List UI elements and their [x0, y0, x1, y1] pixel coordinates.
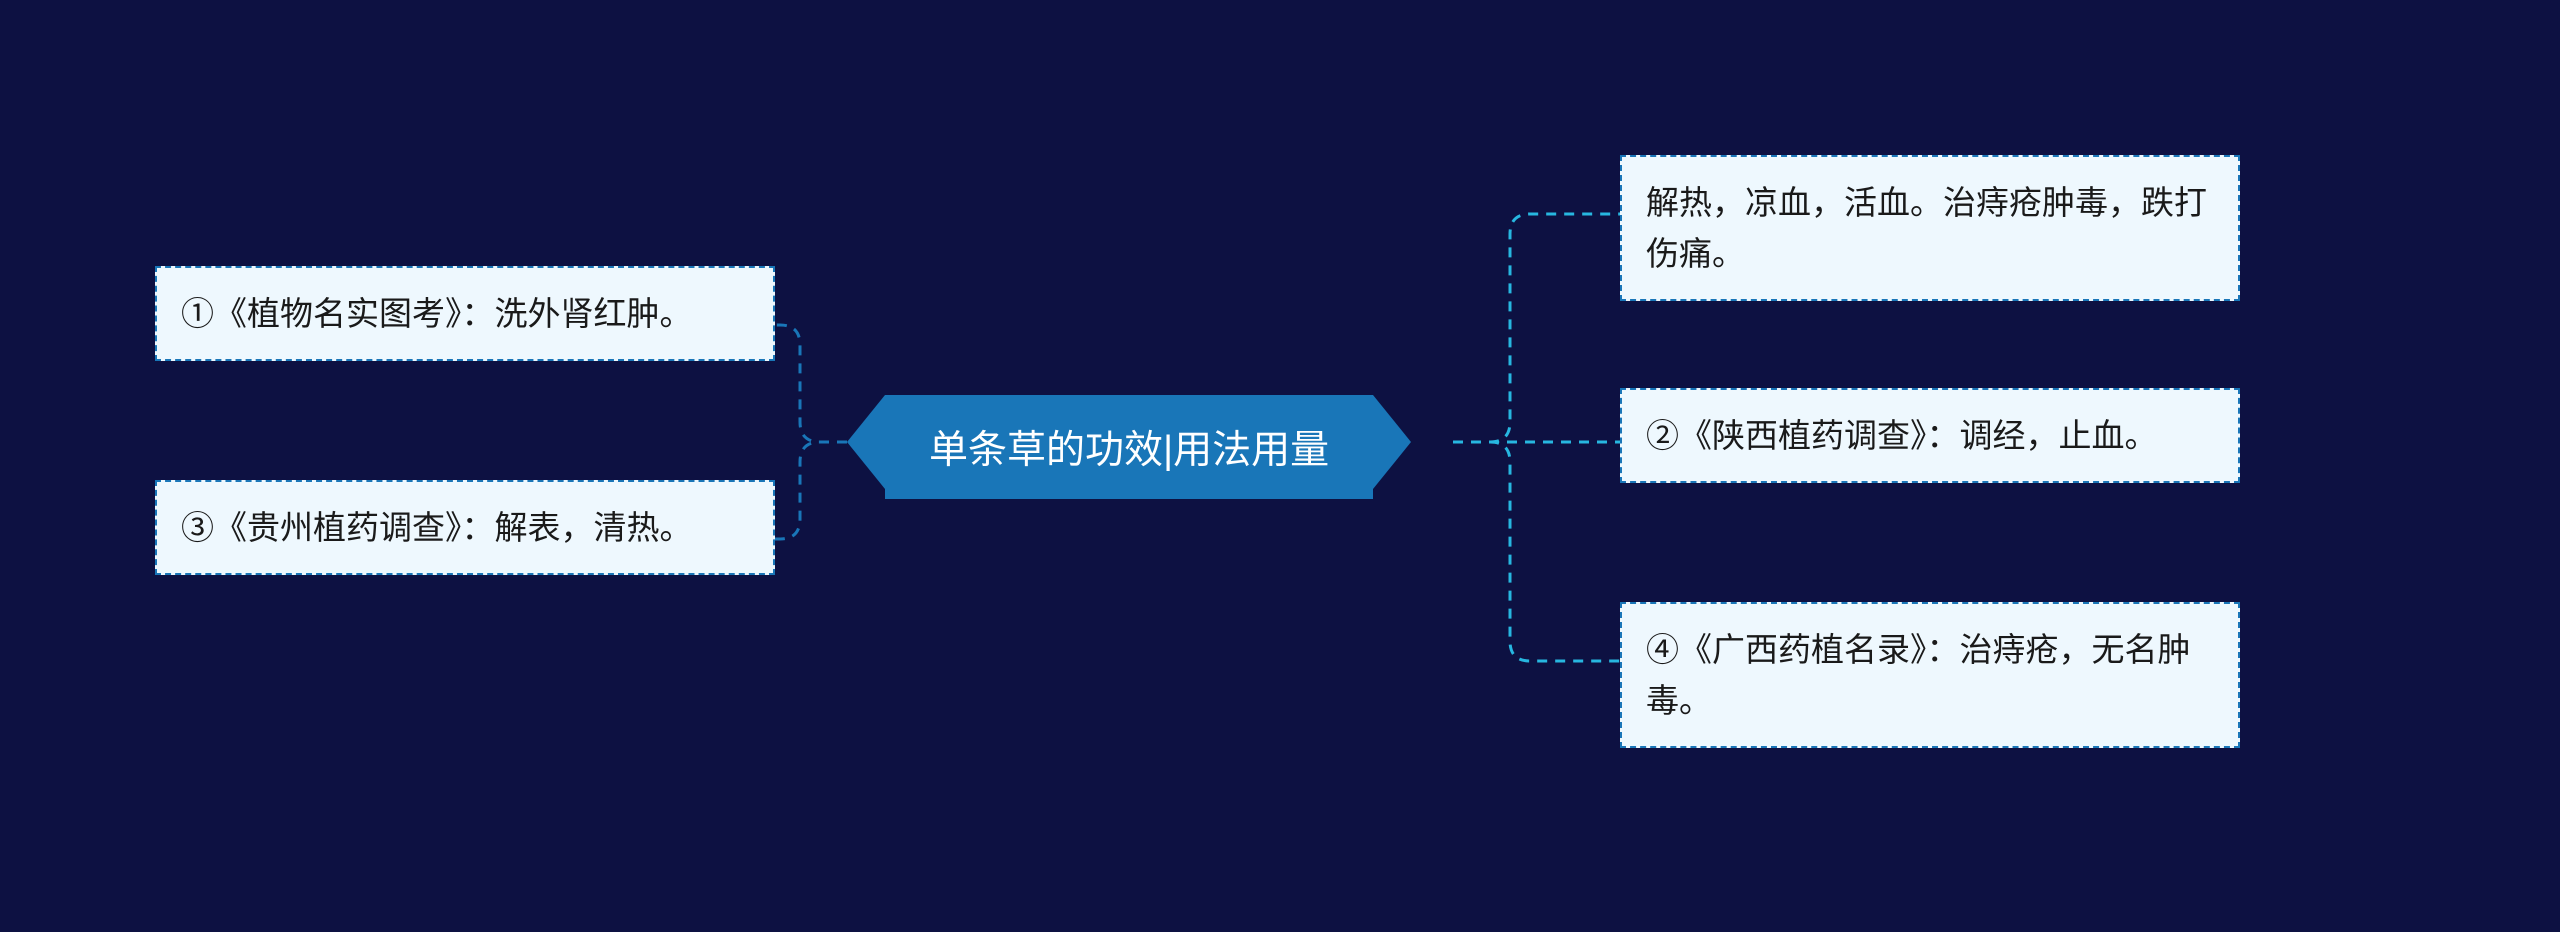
leaf-left-0: ①《植物名实图考》：洗外肾红肿。 [155, 266, 775, 361]
leaf-right-2: ④《广西药植名录》：治痔疮，无名肿毒。 [1620, 602, 2240, 748]
leaf-label: ③《贵州植药调查》：解表，清热。 [181, 509, 693, 546]
leaf-label: ①《植物名实图考》：洗外肾红肿。 [181, 295, 693, 332]
leaf-left-1: ③《贵州植药调查》：解表，清热。 [155, 480, 775, 575]
center-node: 单条草的功效|用法用量 [885, 395, 1373, 499]
leaf-label: ②《陕西植药调查》：调经，止血。 [1646, 417, 2158, 454]
center-node-label: 单条草的功效|用法用量 [929, 419, 1329, 475]
leaf-right-0: 解热，凉血，活血。治痔疮肿毒，跌打伤痛。 [1620, 155, 2240, 301]
mindmap-canvas: 单条草的功效|用法用量 ①《植物名实图考》：洗外肾红肿。 ③《贵州植药调查》：解… [0, 0, 2560, 932]
leaf-label: 解热，凉血，活血。治痔疮肿毒，跌打伤痛。 [1646, 184, 2207, 272]
leaf-right-1: ②《陕西植药调查》：调经，止血。 [1620, 388, 2240, 483]
leaf-label: ④《广西药植名录》：治痔疮，无名肿毒。 [1646, 631, 2191, 719]
